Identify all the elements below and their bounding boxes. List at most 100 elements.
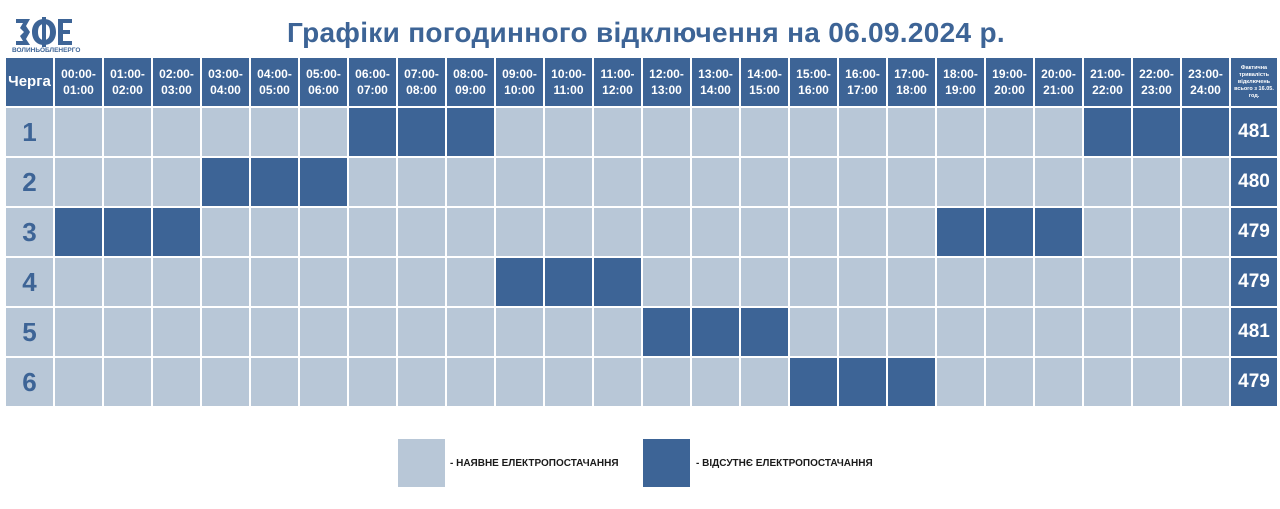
hour-header: 11:00- 12:00 — [594, 58, 641, 106]
power-on-cell — [202, 358, 249, 406]
power-on-cell — [790, 208, 837, 256]
hour-header: 05:00- 06:00 — [300, 58, 347, 106]
power-on-cell — [1133, 158, 1180, 206]
hour-header: 02:00- 03:00 — [153, 58, 200, 106]
hour-header: 13:00- 14:00 — [692, 58, 739, 106]
queue-number: 4 — [6, 258, 53, 306]
power-on-cell — [839, 308, 886, 356]
power-on-cell — [447, 258, 494, 306]
power-on-cell — [937, 108, 984, 156]
power-on-cell — [300, 258, 347, 306]
power-on-cell — [447, 208, 494, 256]
power-on-cell — [790, 108, 837, 156]
power-on-cell — [496, 308, 543, 356]
power-on-cell — [545, 308, 592, 356]
outage-cell — [1133, 108, 1180, 156]
power-on-cell — [1035, 108, 1082, 156]
legend-on-swatch — [398, 439, 445, 487]
power-on-cell — [594, 208, 641, 256]
outage-cell — [986, 208, 1033, 256]
power-on-cell — [349, 308, 396, 356]
queue-number: 1 — [6, 108, 53, 156]
legend-off-swatch — [643, 439, 690, 487]
hour-header: 15:00- 16:00 — [790, 58, 837, 106]
power-on-cell — [594, 108, 641, 156]
hour-header: 21:00- 22:00 — [1084, 58, 1131, 106]
hour-header: 03:00- 04:00 — [202, 58, 249, 106]
power-on-cell — [1133, 308, 1180, 356]
power-on-cell — [349, 158, 396, 206]
power-on-cell — [202, 258, 249, 306]
power-on-cell — [398, 258, 445, 306]
power-on-cell — [888, 158, 935, 206]
outage-cell — [594, 258, 641, 306]
power-on-cell — [55, 108, 102, 156]
power-on-cell — [643, 208, 690, 256]
power-on-cell — [888, 108, 935, 156]
outage-cell — [496, 258, 543, 306]
outage-cell — [104, 208, 151, 256]
legend-on-label: - НАЯВНЕ ЕЛЕКТРОПОСТАЧАННЯ — [450, 458, 619, 469]
power-on-cell — [692, 108, 739, 156]
power-on-cell — [790, 258, 837, 306]
power-on-cell — [153, 108, 200, 156]
power-on-cell — [1084, 158, 1131, 206]
power-on-cell — [888, 308, 935, 356]
power-on-cell — [545, 108, 592, 156]
queue-number: 2 — [6, 158, 53, 206]
power-on-cell — [741, 258, 788, 306]
outage-cell — [545, 258, 592, 306]
hour-header: 17:00- 18:00 — [888, 58, 935, 106]
total-duration-header: Фактична тривалість відключень всього з … — [1231, 58, 1277, 106]
power-on-cell — [643, 258, 690, 306]
power-on-cell — [1182, 158, 1229, 206]
outage-cell — [839, 358, 886, 406]
power-on-cell — [55, 158, 102, 206]
hour-header: 23:00- 24:00 — [1182, 58, 1229, 106]
power-on-cell — [1084, 308, 1131, 356]
power-on-cell — [790, 158, 837, 206]
power-on-cell — [300, 108, 347, 156]
outage-cell — [643, 308, 690, 356]
power-on-cell — [202, 208, 249, 256]
power-on-cell — [1084, 208, 1131, 256]
power-on-cell — [1133, 358, 1180, 406]
power-on-cell — [545, 158, 592, 206]
company-logo-icon — [16, 17, 72, 47]
outage-cell — [55, 208, 102, 256]
power-on-cell — [1133, 258, 1180, 306]
outage-cell — [692, 308, 739, 356]
power-on-cell — [741, 208, 788, 256]
hour-header: 00:00- 01:00 — [55, 58, 102, 106]
power-on-cell — [839, 258, 886, 306]
outage-cell — [1035, 208, 1082, 256]
power-on-cell — [1182, 358, 1229, 406]
power-on-cell — [839, 108, 886, 156]
power-on-cell — [398, 358, 445, 406]
power-on-cell — [202, 308, 249, 356]
hour-header: 08:00- 09:00 — [447, 58, 494, 106]
hour-header: 10:00- 11:00 — [545, 58, 592, 106]
power-on-cell — [1084, 358, 1131, 406]
total-duration-value: 481 — [1231, 308, 1277, 356]
outage-cell — [790, 358, 837, 406]
power-on-cell — [251, 258, 298, 306]
power-on-cell — [104, 258, 151, 306]
total-duration-value: 479 — [1231, 358, 1277, 406]
power-on-cell — [496, 358, 543, 406]
power-on-cell — [1182, 258, 1229, 306]
power-on-cell — [643, 358, 690, 406]
hour-header: 09:00- 10:00 — [496, 58, 543, 106]
power-on-cell — [839, 158, 886, 206]
hour-header: 06:00- 07:00 — [349, 58, 396, 106]
total-duration-value: 479 — [1231, 208, 1277, 256]
outage-cell — [1084, 108, 1131, 156]
queue-number: 5 — [6, 308, 53, 356]
power-on-cell — [1035, 158, 1082, 206]
hour-header: 18:00- 19:00 — [937, 58, 984, 106]
power-on-cell — [496, 208, 543, 256]
power-on-cell — [545, 208, 592, 256]
outage-cell — [202, 158, 249, 206]
hour-header: 19:00- 20:00 — [986, 58, 1033, 106]
power-on-cell — [251, 208, 298, 256]
